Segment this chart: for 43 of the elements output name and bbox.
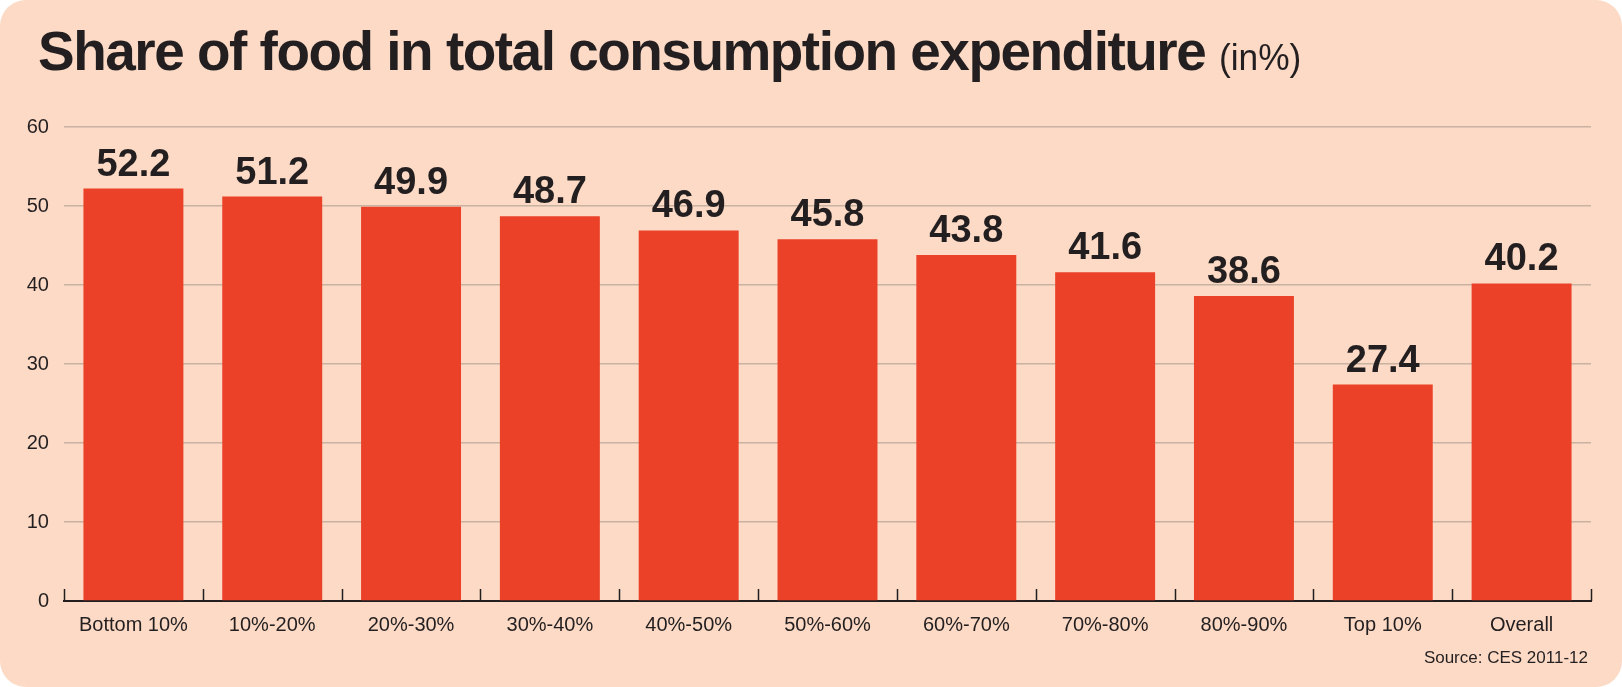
data-label: 51.2 xyxy=(235,149,310,192)
data-label: 38.6 xyxy=(1206,249,1281,292)
chart-subtitle: (in%) xyxy=(1218,37,1302,78)
y-tick-label: 10 xyxy=(26,509,49,532)
x-tick-label: 40%-50% xyxy=(645,612,733,635)
bar xyxy=(361,206,462,601)
data-label: 45.8 xyxy=(790,192,865,235)
x-tick-label: 50%-60% xyxy=(784,612,872,635)
data-label: 40.2 xyxy=(1484,236,1559,279)
bar xyxy=(777,239,878,601)
data-label: 46.9 xyxy=(651,183,726,226)
data-label: 43.8 xyxy=(929,207,1004,250)
x-tick-label: Bottom 10% xyxy=(78,612,189,635)
x-tick-label: 70%-80% xyxy=(1061,612,1149,635)
data-label: 48.7 xyxy=(512,169,587,212)
source-note: Source: CES 2011-12 xyxy=(1423,648,1588,668)
x-tick-label: 20%-30% xyxy=(367,612,455,635)
bar xyxy=(499,216,600,601)
y-tick-label: 20 xyxy=(26,430,49,453)
bar xyxy=(1055,272,1156,601)
y-tick-label: 0 xyxy=(37,588,49,611)
data-label: 41.6 xyxy=(1068,225,1143,268)
x-tick-label: 80%-90% xyxy=(1200,612,1288,635)
y-tick-label: 40 xyxy=(26,272,49,295)
data-label: 27.4 xyxy=(1345,337,1420,380)
x-tick-label: Top 10% xyxy=(1343,612,1422,635)
bar xyxy=(83,188,184,601)
x-tick-label: 10%-20% xyxy=(228,612,316,635)
data-label: 52.2 xyxy=(96,141,171,184)
bar xyxy=(916,254,1017,601)
y-tick-label: 50 xyxy=(26,193,49,216)
bar xyxy=(638,230,739,601)
bar xyxy=(222,196,323,601)
x-tick-label: 60%-70% xyxy=(922,612,1010,635)
bar xyxy=(1332,384,1433,601)
chart-title: Share of food in total consumption expenditure xyxy=(38,19,1206,82)
x-tick-label: 30%-40% xyxy=(506,612,594,635)
bar xyxy=(1471,283,1572,601)
bar xyxy=(1193,296,1294,601)
y-tick-label: 60 xyxy=(26,114,49,137)
data-label: 49.9 xyxy=(374,159,449,202)
x-tick-label: Overall xyxy=(1489,612,1554,635)
y-tick-label: 30 xyxy=(26,351,49,374)
